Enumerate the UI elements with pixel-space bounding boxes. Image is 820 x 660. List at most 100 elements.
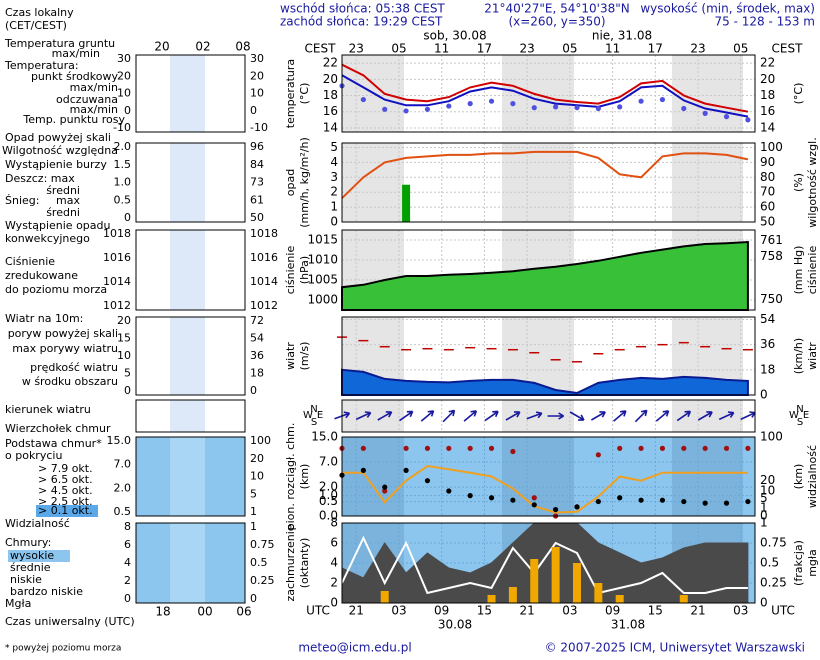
series-dot (382, 106, 388, 112)
mini-day-band (170, 55, 205, 132)
y-tick-label: 1005 (307, 273, 338, 287)
y-axis-label: temperatura (284, 59, 297, 128)
series-dot (467, 445, 473, 451)
series-bar (594, 583, 603, 603)
night-band (672, 143, 743, 222)
mini-tick-label: 0 (124, 104, 131, 117)
mini-tick-label: 30 (250, 52, 264, 65)
x-tick-label: 21 (519, 604, 534, 618)
mini-tick-label: 0 (250, 104, 257, 117)
y-tick-label: 0.5 (319, 494, 338, 508)
axis-label: UTC (771, 604, 795, 618)
panel-frame (341, 54, 756, 133)
legend-highlight (36, 505, 98, 517)
y2-tick-label: 90 (760, 155, 775, 169)
mini-tick-label: 1018 (103, 227, 131, 240)
mini-time-label: 18 (155, 605, 170, 619)
y2-axis-label: wiatr (806, 342, 819, 370)
y2-axis-label: (km/h) (792, 338, 805, 374)
mini-tick-label: 4 (124, 556, 131, 569)
series-bar (487, 595, 496, 603)
email[interactable]: meteo@icm.edu.pl (298, 641, 411, 655)
compass-label: E (803, 410, 809, 421)
compass-label: S (797, 417, 803, 428)
legend-label: > 6.5 okt. (38, 473, 93, 486)
series-dot (488, 445, 495, 451)
y-tick-label: 20 (323, 72, 338, 86)
series-bar (508, 587, 517, 603)
series-line (341, 74, 749, 118)
y-tick-label: 7.0 (319, 455, 338, 469)
y2-tick-label: 5 (760, 491, 768, 505)
y-tick-label: 2 (330, 576, 338, 590)
series-dot (553, 506, 559, 513)
y2-tick-label: 50 (760, 215, 775, 229)
axis-label: CEST (772, 42, 804, 56)
height-values: 75 - 128 - 153 m (715, 15, 816, 29)
mini-frame (135, 229, 246, 311)
compass-label: W (303, 410, 313, 421)
mini-tick-label: 7.0 (114, 458, 132, 471)
y2-axis-label: (°C) (792, 83, 805, 105)
y-tick-label: 6 (330, 536, 338, 550)
legend-label: Chmury: (5, 536, 51, 549)
mini-tick-label: 10 (117, 349, 131, 362)
series-dot (382, 488, 388, 494)
mini-tick-label: 1.5 (114, 158, 132, 171)
y-tick-label: 8 (330, 516, 338, 530)
x-tick-label: 03 (562, 604, 577, 618)
series-line (342, 464, 748, 514)
series-area (341, 240, 749, 311)
y2-tick-label: 16 (760, 104, 775, 118)
mini-tick-label: 6 (124, 538, 131, 551)
mini-time-label: 02 (195, 40, 210, 54)
legend-label: max/min (52, 47, 100, 60)
mini-tick-label: 18 (250, 367, 264, 380)
x-tick-label: 09 (434, 604, 449, 618)
y2-tick-label: 10 (760, 484, 775, 498)
mini-tick-label: 1016 (103, 251, 131, 264)
compass-label: N (310, 404, 317, 415)
mini-tick-label: 10 (250, 87, 264, 100)
series-dot (510, 448, 516, 455)
y-tick-label: 15.0 (311, 430, 338, 444)
legend-label: Mgła (5, 597, 31, 610)
panel-frame (341, 399, 756, 433)
y2-tick-label: 100 (760, 140, 783, 154)
series-dot (446, 445, 452, 451)
mini-frame (135, 399, 246, 433)
y-axis-label: pion. rozciągł. chm. (284, 423, 297, 531)
y-tick-label: 18 (323, 88, 338, 102)
legend-label: max/min (70, 81, 118, 94)
panel-frame (341, 316, 756, 396)
legend-label: Wystąpienie opadu (5, 219, 110, 232)
y2-tick-label: 0.5 (760, 556, 779, 570)
series-dot (403, 445, 409, 451)
y2-tick-label: 758 (760, 249, 783, 263)
wind-arrow (442, 409, 456, 423)
legend-label: Ciśnienie (5, 255, 55, 268)
series-dot (488, 98, 495, 104)
legend-label: Wierzchołek chmur (5, 422, 111, 435)
series-bar (551, 547, 560, 603)
legend-label: > 7.9 okt. (38, 462, 93, 475)
series-dot (531, 495, 537, 501)
mini-day-band (170, 400, 205, 432)
height-title: wysokość (min, środek, max) (640, 2, 815, 16)
series-dot (723, 445, 730, 451)
x-tick-label: 15 (477, 604, 492, 618)
mini-tick-label: 0.25 (250, 574, 275, 587)
legend-label: kierunek wiatru (5, 403, 91, 416)
y2-tick-label: 22 (760, 56, 775, 70)
series-dot (488, 495, 495, 501)
y-tick-label: 1015 (307, 233, 338, 247)
mini-tick-label: 54 (250, 332, 264, 345)
series-dot (424, 478, 431, 484)
panel-background (342, 143, 755, 222)
legend-label: Podstawa chmur* (5, 437, 102, 450)
series-dot (745, 445, 751, 451)
y-tick-label: 4 (330, 155, 338, 169)
wind-arrow (547, 412, 565, 420)
compass-label: W (789, 410, 799, 421)
